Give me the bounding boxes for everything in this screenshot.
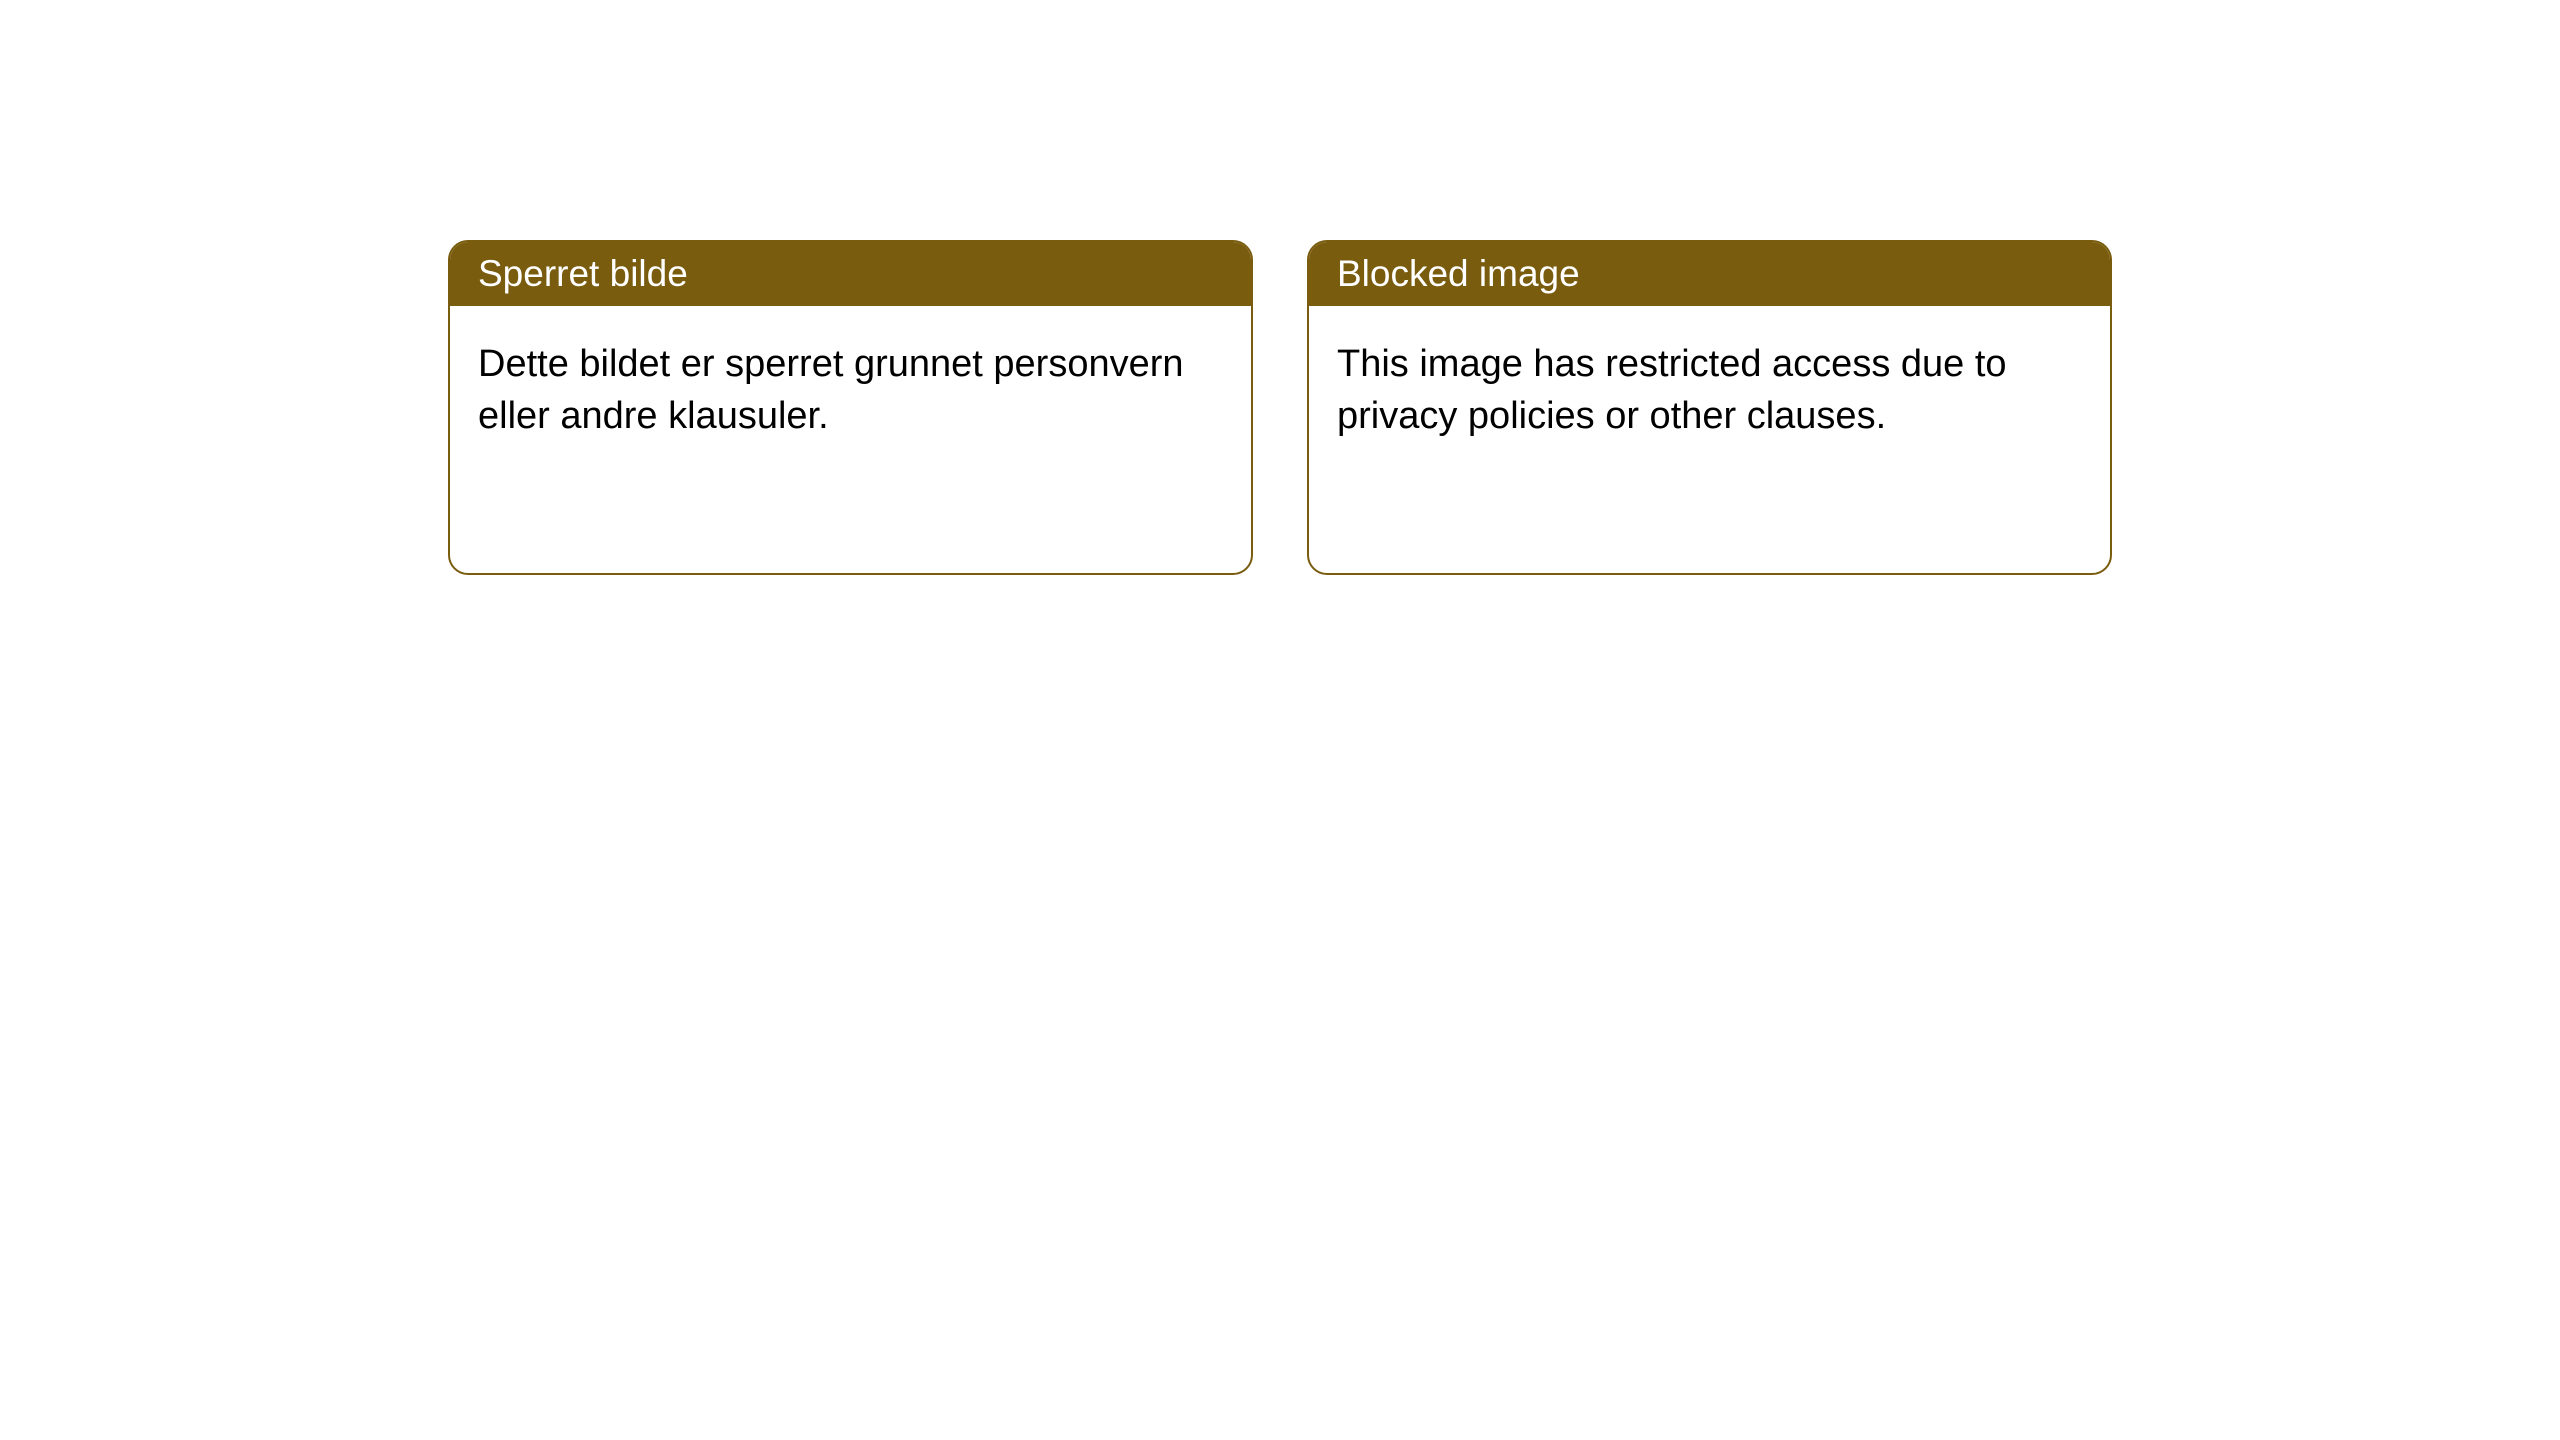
notice-card-english: Blocked image This image has restricted … bbox=[1307, 240, 2112, 575]
notice-header: Blocked image bbox=[1309, 242, 2110, 306]
notice-title: Blocked image bbox=[1337, 253, 1580, 294]
notice-card-norwegian: Sperret bilde Dette bildet er sperret gr… bbox=[448, 240, 1253, 575]
notice-header: Sperret bilde bbox=[450, 242, 1251, 306]
notice-body-text: Dette bildet er sperret grunnet personve… bbox=[478, 343, 1184, 437]
notice-container: Sperret bilde Dette bildet er sperret gr… bbox=[0, 0, 2560, 575]
notice-body-text: This image has restricted access due to … bbox=[1337, 343, 2007, 437]
notice-title: Sperret bilde bbox=[478, 253, 688, 294]
notice-body: Dette bildet er sperret grunnet personve… bbox=[450, 306, 1251, 475]
notice-body: This image has restricted access due to … bbox=[1309, 306, 2110, 475]
